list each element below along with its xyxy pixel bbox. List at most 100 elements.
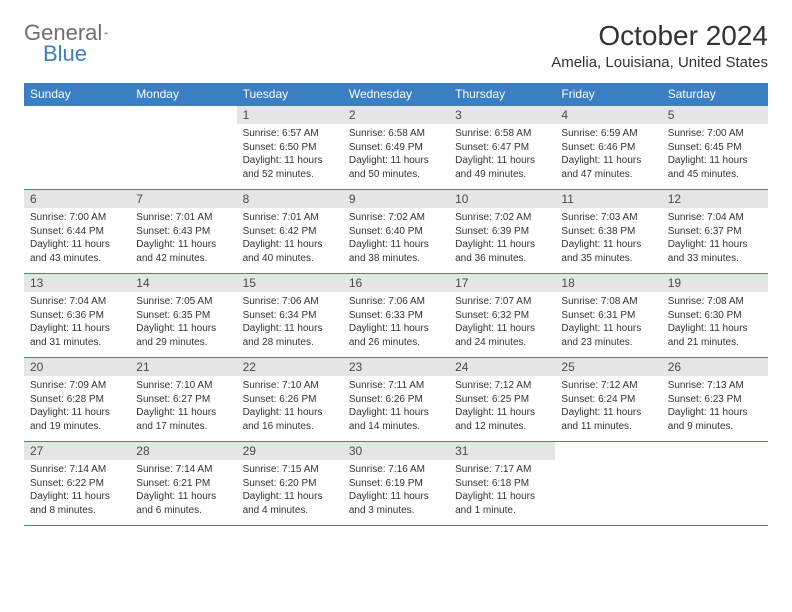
day-number: 7: [130, 190, 236, 208]
week-row: 13Sunrise: 7:04 AMSunset: 6:36 PMDayligh…: [24, 274, 768, 358]
day-number: 8: [237, 190, 343, 208]
day-number: 3: [449, 106, 555, 124]
sunset-text: Sunset: 6:35 PM: [136, 309, 230, 323]
daylight-text: Daylight: 11 hours and 36 minutes.: [455, 238, 549, 265]
day-number: 25: [555, 358, 661, 376]
sunrise-text: Sunrise: 7:00 AM: [30, 211, 124, 225]
sunset-text: Sunset: 6:40 PM: [349, 225, 443, 239]
day-cell: 8Sunrise: 7:01 AMSunset: 6:42 PMDaylight…: [237, 190, 343, 274]
logo-text-blue: Blue: [43, 41, 87, 67]
sunset-text: Sunset: 6:38 PM: [561, 225, 655, 239]
day-content: Sunrise: 7:17 AMSunset: 6:18 PMDaylight:…: [449, 460, 555, 525]
daylight-text: Daylight: 11 hours and 6 minutes.: [136, 490, 230, 517]
sunset-text: Sunset: 6:44 PM: [30, 225, 124, 239]
location: Amelia, Louisiana, United States: [551, 54, 768, 71]
day-cell: [130, 106, 236, 190]
day-content: Sunrise: 7:01 AMSunset: 6:42 PMDaylight:…: [237, 208, 343, 273]
daylight-text: Daylight: 11 hours and 21 minutes.: [668, 322, 762, 349]
sunset-text: Sunset: 6:30 PM: [668, 309, 762, 323]
sunset-text: Sunset: 6:45 PM: [668, 141, 762, 155]
day-number: 16: [343, 274, 449, 292]
day-cell: 12 Sunrise: 7:04 AMSunset: 6:37 PMDayligh…: [662, 190, 768, 274]
daylight-text: Daylight: 11 hours and 47 minutes.: [561, 154, 655, 181]
sunrise-text: Sunrise: 7:08 AM: [668, 295, 762, 309]
week-row: 20Sunrise: 7:09 AMSunset: 6:28 PMDayligh…: [24, 358, 768, 442]
sunrise-text: Sunrise: 7:13 AM: [668, 379, 762, 393]
day-cell: 28Sunrise: 7:14 AMSunset: 6:21 PMDayligh…: [130, 442, 236, 526]
header: General October 2024 Amelia, Louisiana, …: [24, 20, 768, 71]
day-content: Sunrise: 7:00 AMSunset: 6:44 PMDaylight:…: [24, 208, 130, 273]
day-number: 31: [449, 442, 555, 460]
month-title: October 2024: [551, 20, 768, 52]
day-content: Sunrise: 7:08 AMSunset: 6:31 PMDaylight:…: [555, 292, 661, 357]
sunset-text: Sunset: 6:49 PM: [349, 141, 443, 155]
day-content: Sunrise: 7:03 AMSunset: 6:38 PMDaylight:…: [555, 208, 661, 273]
daylight-text: Daylight: 11 hours and 43 minutes.: [30, 238, 124, 265]
daylight-text: Daylight: 11 hours and 45 minutes.: [668, 154, 762, 181]
daylight-text: Daylight: 11 hours and 26 minutes.: [349, 322, 443, 349]
day-cell: 22Sunrise: 7:10 AMSunset: 6:26 PMDayligh…: [237, 358, 343, 442]
daylight-text: Daylight: 11 hours and 31 minutes.: [30, 322, 124, 349]
day-cell: 6Sunrise: 7:00 AMSunset: 6:44 PMDaylight…: [24, 190, 130, 274]
day-cell: 27Sunrise: 7:14 AMSunset: 6:22 PMDayligh…: [24, 442, 130, 526]
day-cell: 14Sunrise: 7:05 AMSunset: 6:35 PMDayligh…: [130, 274, 236, 358]
calendar-table: SundayMondayTuesdayWednesdayThursdayFrid…: [24, 83, 768, 526]
day-number: 1: [237, 106, 343, 124]
day-content: Sunrise: 7:06 AMSunset: 6:34 PMDaylight:…: [237, 292, 343, 357]
daylight-text: Daylight: 11 hours and 23 minutes.: [561, 322, 655, 349]
day-content: Sunrise: 7:14 AMSunset: 6:21 PMDaylight:…: [130, 460, 236, 525]
sunset-text: Sunset: 6:27 PM: [136, 393, 230, 407]
day-cell: 17Sunrise: 7:07 AMSunset: 6:32 PMDayligh…: [449, 274, 555, 358]
day-cell: 30Sunrise: 7:16 AMSunset: 6:19 PMDayligh…: [343, 442, 449, 526]
daylight-text: Daylight: 11 hours and 12 minutes.: [455, 406, 549, 433]
day-content: Sunrise: 7:09 AMSunset: 6:28 PMDaylight:…: [24, 376, 130, 441]
sunset-text: Sunset: 6:33 PM: [349, 309, 443, 323]
sunrise-text: Sunrise: 7:10 AM: [136, 379, 230, 393]
day-header: Friday: [555, 83, 661, 106]
day-cell: 10Sunrise: 7:02 AMSunset: 6:39 PMDayligh…: [449, 190, 555, 274]
day-number: 10: [449, 190, 555, 208]
day-cell: 23Sunrise: 7:11 AMSunset: 6:26 PMDayligh…: [343, 358, 449, 442]
day-cell: 26Sunrise: 7:13 AMSunset: 6:23 PMDayligh…: [662, 358, 768, 442]
daylight-text: Daylight: 11 hours and 33 minutes.: [668, 238, 762, 265]
day-cell: 19Sunrise: 7:08 AMSunset: 6:30 PMDayligh…: [662, 274, 768, 358]
day-number: 4: [555, 106, 661, 124]
sunset-text: Sunset: 6:43 PM: [136, 225, 230, 239]
day-cell: [555, 442, 661, 526]
day-number: 11: [555, 190, 661, 208]
daylight-text: Daylight: 11 hours and 40 minutes.: [243, 238, 337, 265]
sunset-text: Sunset: 6:22 PM: [30, 477, 124, 491]
day-cell: 11Sunrise: 7:03 AMSunset: 6:38 PMDayligh…: [555, 190, 661, 274]
day-header: Saturday: [662, 83, 768, 106]
day-number: 13: [24, 274, 130, 292]
day-cell: 29Sunrise: 7:15 AMSunset: 6:20 PMDayligh…: [237, 442, 343, 526]
sunset-text: Sunset: 6:34 PM: [243, 309, 337, 323]
sunrise-text: Sunrise: 7:01 AM: [243, 211, 337, 225]
daylight-text: Daylight: 11 hours and 52 minutes.: [243, 154, 337, 181]
sunset-text: Sunset: 6:37 PM: [668, 225, 762, 239]
day-number: 23: [343, 358, 449, 376]
day-cell: 18Sunrise: 7:08 AMSunset: 6:31 PMDayligh…: [555, 274, 661, 358]
day-header: Sunday: [24, 83, 130, 106]
sunrise-text: Sunrise: 7:04 AM: [668, 211, 762, 225]
day-number: 24: [449, 358, 555, 376]
day-cell: [24, 106, 130, 190]
daylight-text: Daylight: 11 hours and 38 minutes.: [349, 238, 443, 265]
sunset-text: Sunset: 6:42 PM: [243, 225, 337, 239]
sunrise-text: Sunrise: 7:01 AM: [136, 211, 230, 225]
sunrise-text: Sunrise: 7:12 AM: [455, 379, 549, 393]
day-number: 12: [662, 190, 768, 208]
day-content: Sunrise: 7:08 AMSunset: 6:30 PMDaylight:…: [662, 292, 768, 357]
day-number: 21: [130, 358, 236, 376]
day-content: Sunrise: 7:10 AMSunset: 6:27 PMDaylight:…: [130, 376, 236, 441]
daylight-text: Daylight: 11 hours and 17 minutes.: [136, 406, 230, 433]
sunrise-text: Sunrise: 7:06 AM: [349, 295, 443, 309]
sunrise-text: Sunrise: 6:59 AM: [561, 127, 655, 141]
day-cell: 13Sunrise: 7:04 AMSunset: 6:36 PMDayligh…: [24, 274, 130, 358]
sunrise-text: Sunrise: 7:09 AM: [30, 379, 124, 393]
sunrise-text: Sunrise: 7:05 AM: [136, 295, 230, 309]
daylight-text: Daylight: 11 hours and 19 minutes.: [30, 406, 124, 433]
day-content: Sunrise: 7:10 AMSunset: 6:26 PMDaylight:…: [237, 376, 343, 441]
daylight-text: Daylight: 11 hours and 16 minutes.: [243, 406, 337, 433]
daylight-text: Daylight: 11 hours and 8 minutes.: [30, 490, 124, 517]
